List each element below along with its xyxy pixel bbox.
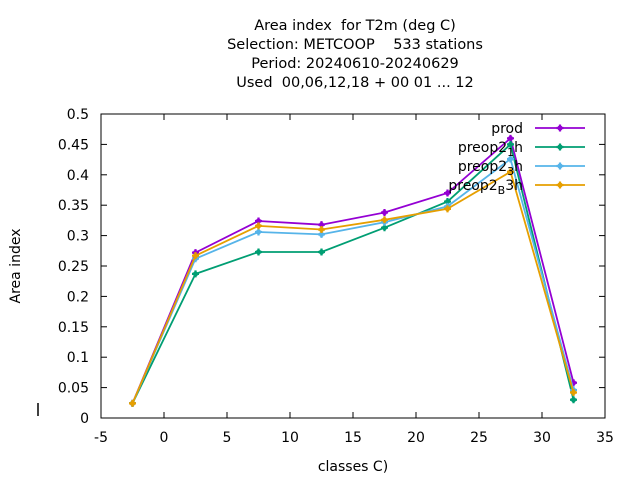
data-point-dot bbox=[570, 389, 577, 396]
y-tick-label: 0.15 bbox=[58, 320, 89, 336]
data-point-dot bbox=[318, 249, 325, 255]
legend-label: prod bbox=[491, 121, 523, 137]
y-tick-label: 0.5 bbox=[67, 107, 89, 123]
x-tick-label: 25 bbox=[470, 430, 488, 446]
y-tick-label: 0.35 bbox=[58, 198, 89, 214]
data-point-dot bbox=[507, 156, 514, 162]
data-point-dot bbox=[255, 223, 262, 229]
y-tick-label: 0.1 bbox=[67, 350, 89, 366]
series-line bbox=[131, 136, 575, 404]
series-3 bbox=[129, 168, 577, 407]
y-tick-label: 0.25 bbox=[58, 259, 89, 275]
data-point-dot bbox=[444, 206, 451, 212]
legend-entry: prod bbox=[491, 121, 585, 137]
y-tick-label: 0 bbox=[80, 411, 89, 427]
series-line bbox=[131, 170, 575, 404]
x-axis-label: classes C) bbox=[318, 459, 388, 475]
x-tick-label: -5 bbox=[94, 430, 108, 446]
x-tick-label: 15 bbox=[344, 430, 362, 446]
axis-ticks: -5 0 5 10 15 20 25 30 35 0 0.05 0.1 0.15 0.2 0.25 0.3 0.… bbox=[58, 107, 614, 446]
y-tick-label: 0.4 bbox=[67, 168, 89, 184]
data-point-dot bbox=[507, 169, 514, 175]
data-point-dot bbox=[557, 182, 563, 188]
data-point-dot bbox=[192, 271, 199, 277]
chart-title-line-2: Selection: METCOOP 533 stations bbox=[227, 37, 483, 53]
legend-label: preop21h bbox=[458, 140, 523, 159]
chart-title-line-4: Used 00,06,12,18 + 00 01 ... 12 bbox=[236, 75, 474, 91]
chart-title-line-3: Period: 20240610-20240629 bbox=[251, 56, 459, 72]
data-point-dot bbox=[381, 225, 388, 231]
data-point-dot bbox=[381, 217, 388, 223]
data-point-dot bbox=[444, 190, 451, 196]
data-point-dot bbox=[444, 198, 451, 205]
legend-label: preop2B3h bbox=[448, 178, 523, 197]
data-point-dot bbox=[570, 397, 577, 403]
series-line bbox=[131, 142, 575, 404]
plot-frame bbox=[100, 113, 606, 419]
data-point-dot bbox=[192, 253, 199, 259]
y-tick-label: 0.45 bbox=[58, 137, 89, 153]
data-point-dot bbox=[255, 218, 262, 224]
data-point-dot bbox=[318, 226, 325, 233]
data-point-dot bbox=[507, 141, 514, 147]
data-point-dot bbox=[318, 231, 325, 237]
legend-entry: preop21h bbox=[458, 140, 585, 159]
data-point-dot bbox=[255, 229, 262, 235]
y-tick-label: 0.3 bbox=[67, 229, 89, 245]
x-tick-label: 5 bbox=[223, 430, 232, 446]
x-tick-label: 30 bbox=[533, 430, 551, 446]
chart-title-line-1: Area index for T2m (deg C) bbox=[254, 18, 456, 34]
legend-entry: preop2B3h bbox=[448, 178, 585, 197]
data-point-dot bbox=[318, 222, 325, 228]
legend-entry: preop23h bbox=[458, 159, 585, 178]
data-point-dot bbox=[381, 209, 388, 216]
y-tick-label: 0.2 bbox=[67, 289, 89, 305]
y-tick-label: 0.05 bbox=[58, 381, 89, 397]
series-layer bbox=[129, 134, 577, 407]
data-point-dot bbox=[557, 125, 563, 131]
x-tick-label: 0 bbox=[160, 430, 169, 446]
data-point-dot bbox=[557, 144, 563, 150]
data-point-dot bbox=[129, 400, 136, 407]
y-axis-label: Area index bbox=[8, 229, 24, 304]
data-point-dot bbox=[507, 135, 514, 141]
x-tick-label: 10 bbox=[281, 430, 299, 446]
legend-label: preop23h bbox=[458, 159, 523, 178]
data-point-dot bbox=[255, 249, 262, 255]
x-tick-label: 35 bbox=[596, 430, 614, 446]
x-tick-label: 20 bbox=[407, 430, 425, 446]
data-point-dot bbox=[557, 163, 563, 169]
series-line bbox=[131, 157, 575, 404]
